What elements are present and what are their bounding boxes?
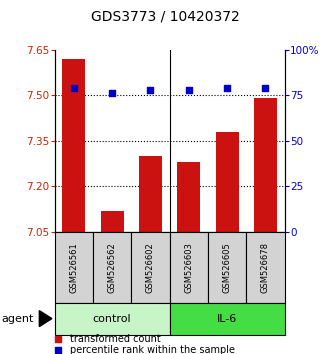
Bar (169, 303, 285, 335)
Bar (139, 156, 162, 232)
Bar (208, 232, 246, 303)
Text: GDS3773 / 10420372: GDS3773 / 10420372 (91, 10, 240, 24)
Text: GSM526678: GSM526678 (261, 242, 270, 293)
Text: transformed count: transformed count (70, 335, 160, 344)
Bar (254, 98, 277, 232)
Bar (177, 162, 200, 232)
Point (55, 337, 61, 342)
Point (148, 87, 153, 92)
Point (110, 91, 115, 96)
Bar (169, 232, 208, 303)
Text: control: control (93, 314, 131, 324)
Polygon shape (39, 311, 52, 326)
Bar (55, 303, 169, 335)
Text: GSM526602: GSM526602 (146, 242, 155, 293)
Bar (55, 232, 93, 303)
Bar (62, 59, 85, 232)
Point (71, 85, 76, 91)
Text: IL-6: IL-6 (217, 314, 237, 324)
Bar (246, 232, 285, 303)
Text: GSM526603: GSM526603 (184, 242, 193, 293)
Text: agent: agent (2, 314, 34, 324)
Text: GSM526605: GSM526605 (223, 242, 232, 293)
Point (224, 85, 230, 91)
Text: percentile rank within the sample: percentile rank within the sample (70, 345, 235, 354)
Bar (93, 232, 131, 303)
Point (186, 87, 191, 92)
Bar (215, 132, 239, 232)
Text: GSM526561: GSM526561 (69, 242, 78, 293)
Point (263, 85, 268, 91)
Text: GSM526562: GSM526562 (108, 242, 117, 293)
Point (55, 347, 61, 353)
Bar (101, 211, 123, 232)
Bar (131, 232, 169, 303)
